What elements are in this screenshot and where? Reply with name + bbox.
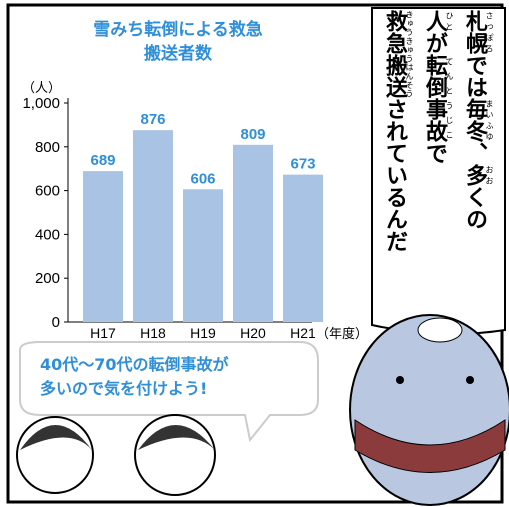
speech-word: 、	[462, 142, 487, 164]
y-unit: （人）	[22, 80, 61, 95]
ruby-word: 毎冬まいふゆ	[462, 98, 487, 142]
ruby-word: 札幌さっぽろ	[462, 10, 487, 54]
furigana: さっぽろ	[485, 10, 494, 54]
speech-word: されているんだ	[382, 98, 407, 252]
furigana: まいふゆ	[485, 98, 494, 142]
x-tick-label: H21	[290, 325, 316, 341]
value-label: 673	[290, 156, 315, 173]
bar	[83, 171, 123, 322]
caption-line: 多いので気を付けよう!	[40, 377, 229, 401]
furigana: きゅうきゅうはんそう	[405, 10, 414, 98]
speech-line: 人ひとが転倒事故てんとうじこで	[414, 10, 454, 330]
value-label: 876	[140, 111, 165, 128]
furigana: ひと	[445, 10, 454, 32]
bar	[183, 189, 223, 322]
furigana: てんとうじこ	[445, 54, 454, 142]
caption-line: 40代〜70代の転倒事故が	[40, 353, 229, 377]
x-tick-label: H17	[90, 325, 116, 341]
x-tick-label: H19	[190, 325, 216, 341]
ruby-word: 救急搬送きゅうきゅうはんそう	[382, 10, 407, 98]
y-tick-label: 600	[35, 183, 60, 200]
y-tick-label: 800	[35, 139, 60, 156]
x-unit: （年度）	[316, 326, 368, 341]
y-tick-label: 200	[35, 270, 60, 287]
x-tick-label: H20	[240, 325, 266, 341]
x-tick-label: H18	[140, 325, 166, 341]
furigana: おお	[485, 164, 494, 186]
speech-line: 札幌さっぽろでは毎冬まいふゆ、多おおくの	[454, 10, 494, 330]
y-tick-label: 0	[52, 314, 60, 331]
speech-line: 救急搬送きゅうきゅうはんそうされているんだ	[374, 10, 414, 330]
y-tick-label: 1,000	[22, 95, 60, 112]
speech-word: が	[422, 32, 447, 54]
page: （人） （年度） 0 200 400 600 800 1,000 H17 689 H18 876 H19…	[0, 0, 509, 507]
ruby-word: 多おお	[462, 164, 487, 186]
value-label: 606	[190, 170, 215, 187]
ruby-word: 人ひと	[422, 10, 447, 32]
y-tick-label: 400	[35, 226, 60, 243]
value-label: 809	[240, 126, 265, 143]
caption-text: 40代〜70代の転倒事故が多いので気を付けよう!	[40, 353, 229, 401]
bar	[283, 175, 323, 322]
speech-text: 札幌さっぽろでは毎冬まいふゆ、多おおくの人ひとが転倒事故てんとうじこで救急搬送き…	[368, 10, 498, 330]
speech-word: くの	[462, 186, 487, 230]
ruby-word: 転倒事故てんとうじこ	[422, 54, 447, 142]
bar	[233, 145, 273, 322]
speech-word: では	[462, 54, 487, 98]
chart-title: 雪みち転倒による救急搬送者数	[88, 18, 268, 66]
mascot	[350, 315, 509, 505]
speech-word: で	[422, 142, 447, 164]
bar	[133, 130, 173, 322]
value-label: 689	[90, 152, 115, 169]
